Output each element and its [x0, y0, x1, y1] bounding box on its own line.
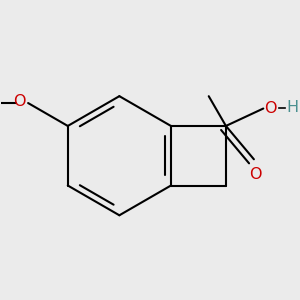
Text: H: H	[286, 100, 298, 115]
Text: O: O	[249, 167, 261, 182]
Text: O: O	[264, 101, 277, 116]
Text: O: O	[13, 94, 26, 110]
